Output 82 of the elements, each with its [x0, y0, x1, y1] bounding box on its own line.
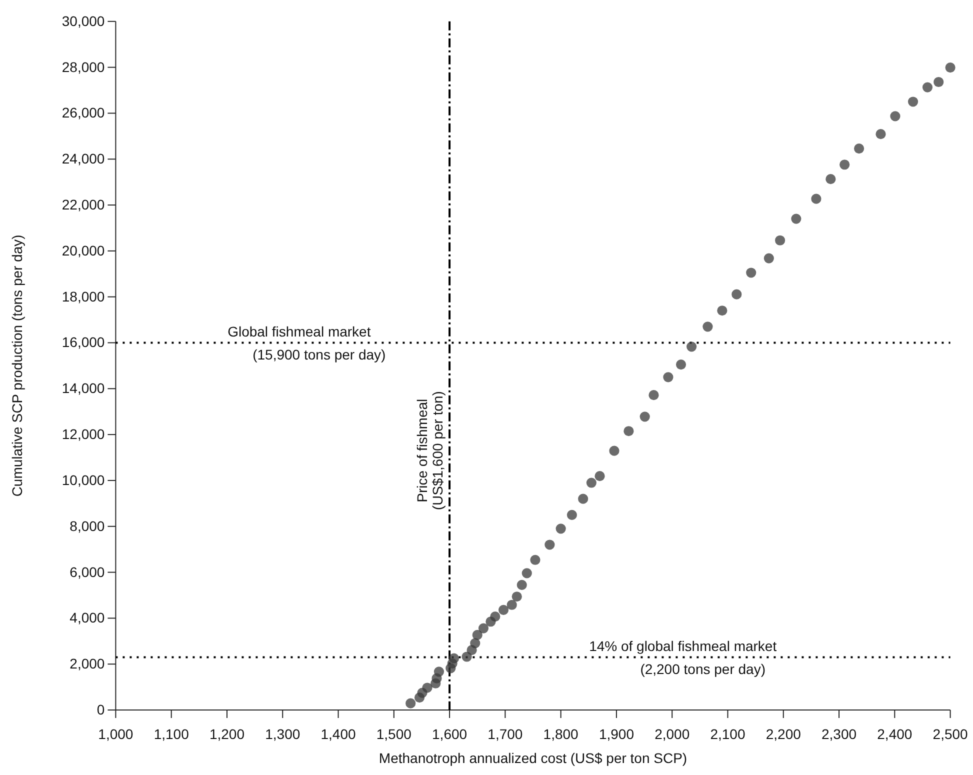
point [764, 253, 774, 264]
point [530, 554, 540, 565]
point [774, 235, 786, 246]
y-tick-label: 16,000 [62, 334, 105, 350]
point [876, 129, 886, 140]
point [498, 604, 509, 615]
point [663, 372, 674, 382]
point [516, 580, 527, 590]
y-tick-label: 6,000 [70, 564, 105, 580]
y-tick-label: 18,000 [62, 288, 105, 304]
point [624, 426, 634, 436]
point [490, 612, 500, 622]
y-tick-label: 28,000 [62, 58, 105, 75]
point [512, 592, 522, 602]
point [470, 638, 480, 648]
x-tick-label: 2,400 [877, 726, 912, 742]
y-tick-label: 30,000 [62, 12, 105, 29]
ref-line-label: Global fishmeal market (15,900 tons per day) [228, 324, 386, 363]
x-tick-label: 2,500 [932, 726, 968, 742]
point [586, 478, 596, 488]
point [506, 600, 517, 610]
y-tick-label: 8,000 [70, 518, 105, 534]
point [556, 524, 566, 534]
x-tick-label: 1,200 [209, 726, 245, 742]
point [648, 390, 659, 400]
x-tick-label: 1,100 [154, 726, 190, 742]
point [522, 568, 532, 578]
y-tick-label: 26,000 [62, 104, 105, 121]
y-tick-label: 10,000 [62, 472, 105, 488]
point [732, 289, 742, 300]
point [826, 174, 836, 184]
y-tick-label: 4,000 [70, 610, 105, 626]
x-tick-label: 1,300 [265, 726, 300, 742]
y-tick-label: 20,000 [62, 242, 105, 258]
x-tick-label: 2,100 [710, 726, 746, 742]
point [890, 111, 900, 122]
point [609, 446, 620, 456]
point [702, 322, 713, 332]
y-tick-label: 2,000 [70, 656, 105, 672]
point [746, 268, 756, 278]
point [934, 76, 944, 88]
point [472, 630, 482, 640]
y-tick-label: 24,000 [62, 150, 105, 167]
point [406, 698, 416, 708]
x-tick-label: 1,800 [543, 726, 579, 742]
point [686, 342, 697, 352]
point [840, 160, 850, 170]
point [422, 682, 432, 693]
point [544, 540, 555, 550]
x-tick-label: 1,900 [598, 726, 634, 742]
point [717, 306, 728, 316]
y-tick-label: 22,000 [62, 196, 105, 213]
point [922, 82, 933, 92]
point [448, 653, 460, 664]
point [434, 666, 444, 677]
x-tick-label: 2,200 [766, 726, 802, 742]
x-tick-label: 1,400 [320, 726, 356, 742]
point [676, 360, 686, 370]
point [578, 494, 588, 504]
point [811, 194, 822, 204]
y-tick-label: 12,000 [62, 426, 105, 442]
point [640, 412, 650, 422]
x-axis-title: Methanotroph annualized cost (US$ per ton SCP) [378, 750, 688, 766]
point [594, 471, 605, 482]
y-tick-label: 0 [96, 701, 105, 718]
point [791, 214, 802, 224]
point [478, 623, 489, 634]
y-tick-label: 14,000 [62, 380, 105, 396]
x-tick-label: 2,300 [821, 726, 857, 742]
point [566, 510, 577, 520]
x-tick-label: 1,700 [488, 726, 523, 742]
point [462, 652, 472, 662]
x-tick-label: 2,000 [654, 726, 690, 742]
x-tick-label: 1,500 [376, 726, 412, 742]
point [908, 96, 918, 107]
ref-line-label: 14% of global fishmeal market (2,200 tons per day) [589, 638, 777, 678]
y-axis-title: Cumulative SCP production (tons per day) [9, 234, 25, 497]
x-tick-label: 1,000 [98, 726, 134, 742]
ref-line-label: Price of fishmeal (US$1,600 per ton) [414, 391, 446, 510]
point [854, 144, 864, 154]
point [945, 62, 956, 73]
x-tick-label: 1,600 [432, 726, 468, 742]
